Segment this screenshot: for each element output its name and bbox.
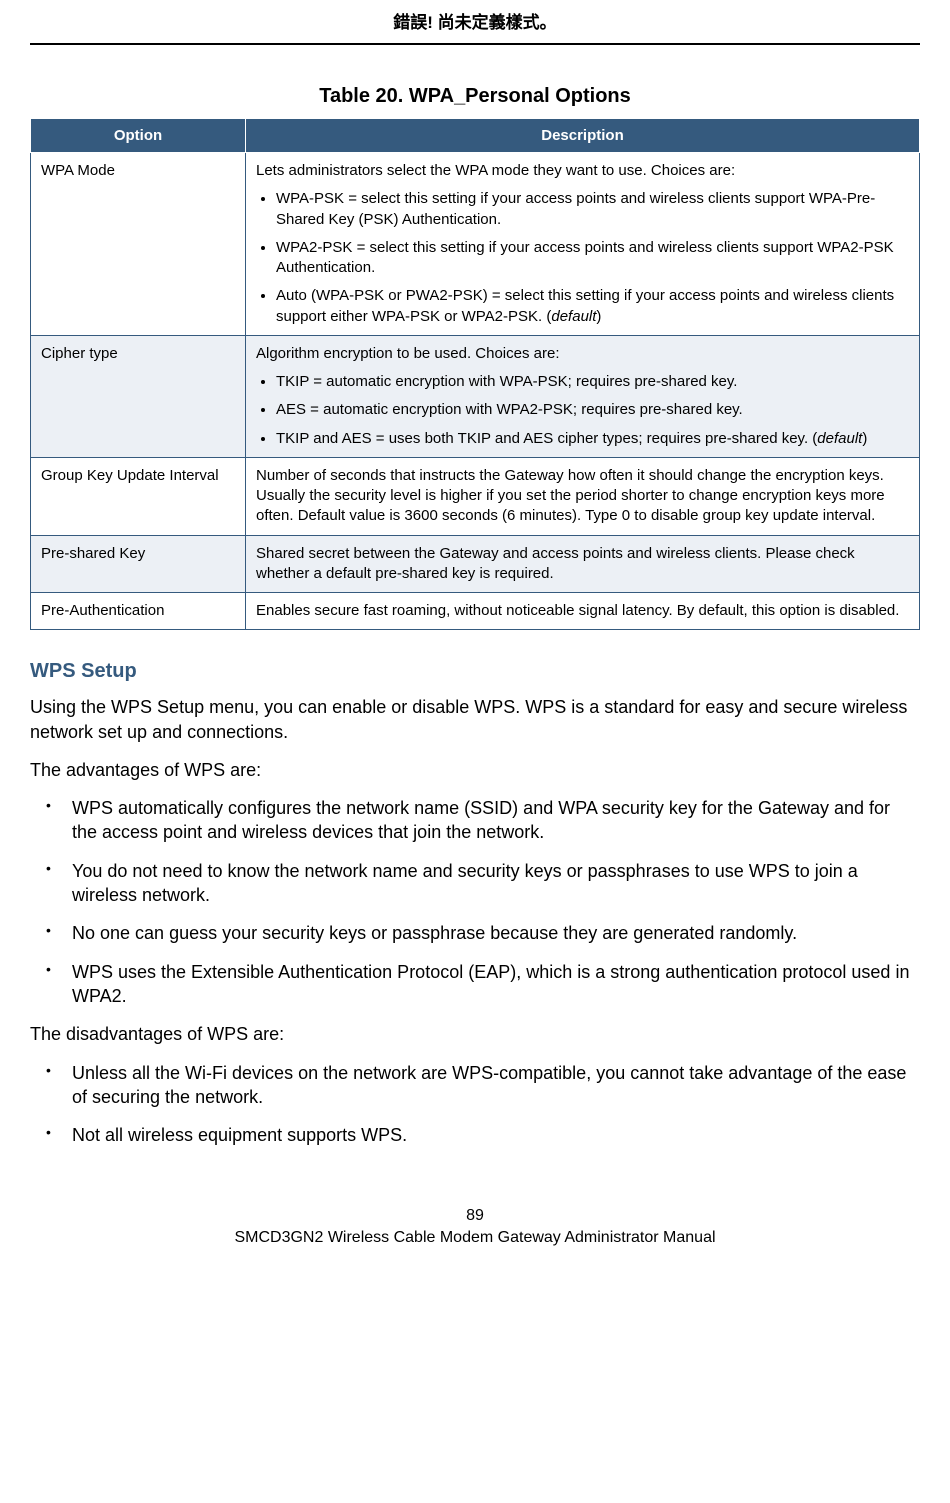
table-row: Pre-shared KeyShared secret between the …: [31, 535, 920, 593]
page-footer: 89 SMCD3GN2 Wireless Cable Modem Gateway…: [30, 1207, 920, 1247]
cell-bullet: WPA-PSK = select this setting if your ac…: [276, 189, 909, 230]
section-heading-wps: WPS Setup: [30, 660, 920, 683]
header-error-text: 錯誤! 尚未定義樣式。: [30, 0, 920, 45]
wps-adv-list: WPS automatically configures the network…: [30, 796, 920, 1008]
list-item: WPS uses the Extensible Authentication P…: [30, 960, 920, 1009]
table-row: Cipher type Algorithm encryption to be us…: [31, 335, 920, 457]
cell-bullet: TKIP = automatic encryption with WPA-PSK…: [276, 372, 909, 392]
cell-bullet: AES = automatic encryption with WPA2-PSK…: [276, 400, 909, 420]
description-cell: Enables secure fast roaming, without not…: [246, 593, 920, 630]
wps-dis-label: The disadvantages of WPS are:: [30, 1022, 920, 1046]
table-row: Group Key Update IntervalNumber of secon…: [31, 457, 920, 535]
doc-title: SMCD3GN2 Wireless Cable Modem Gateway Ad…: [30, 1229, 920, 1247]
default-italic: default: [817, 430, 862, 447]
page-number: 89: [30, 1207, 920, 1225]
wps-adv-label: The advantages of WPS are:: [30, 758, 920, 782]
cell-bullet: Auto (WPA-PSK or PWA2-PSK) = select this…: [276, 286, 909, 327]
option-cell: Cipher type: [31, 335, 246, 457]
cell-bullets: WPA-PSK = select this setting if your ac…: [256, 189, 909, 327]
list-item: WPS automatically configures the network…: [30, 796, 920, 845]
description-cell: Number of seconds that instructs the Gat…: [246, 457, 920, 535]
cell-intro: Lets administrators select the WPA mode …: [256, 161, 909, 181]
list-item: Not all wireless equipment supports WPS.: [30, 1123, 920, 1147]
option-cell: Group Key Update Interval: [31, 457, 246, 535]
list-item: Unless all the Wi-Fi devices on the netw…: [30, 1061, 920, 1110]
option-cell: Pre-shared Key: [31, 535, 246, 593]
wps-intro: Using the WPS Setup menu, you can enable…: [30, 695, 920, 744]
table-row: WPA Mode Lets administrators select the W…: [31, 153, 920, 336]
list-item: You do not need to know the network name…: [30, 859, 920, 908]
col-header-option: Option: [31, 119, 246, 153]
col-header-description: Description: [246, 119, 920, 153]
cell-bullet: TKIP and AES = uses both TKIP and AES ci…: [276, 429, 909, 449]
option-cell: WPA Mode: [31, 153, 246, 336]
wpa-options-table: Option Description WPA Mode Lets administ…: [30, 118, 920, 630]
cell-bullets: TKIP = automatic encryption with WPA-PSK…: [256, 372, 909, 449]
default-italic: default: [551, 308, 596, 325]
description-cell: Algorithm encryption to be used. Choices…: [246, 335, 920, 457]
cell-bullet: WPA2-PSK = select this setting if your a…: [276, 238, 909, 279]
cell-intro: Algorithm encryption to be used. Choices…: [256, 344, 909, 364]
table-row: Pre-AuthenticationEnables secure fast ro…: [31, 593, 920, 630]
option-cell: Pre-Authentication: [31, 593, 246, 630]
table-title: Table 20. WPA_Personal Options: [30, 85, 920, 108]
description-cell: Lets administrators select the WPA mode …: [246, 153, 920, 336]
wps-dis-list: Unless all the Wi-Fi devices on the netw…: [30, 1061, 920, 1148]
list-item: No one can guess your security keys or p…: [30, 921, 920, 945]
table-body: WPA Mode Lets administrators select the W…: [31, 153, 920, 630]
description-cell: Shared secret between the Gateway and ac…: [246, 535, 920, 593]
